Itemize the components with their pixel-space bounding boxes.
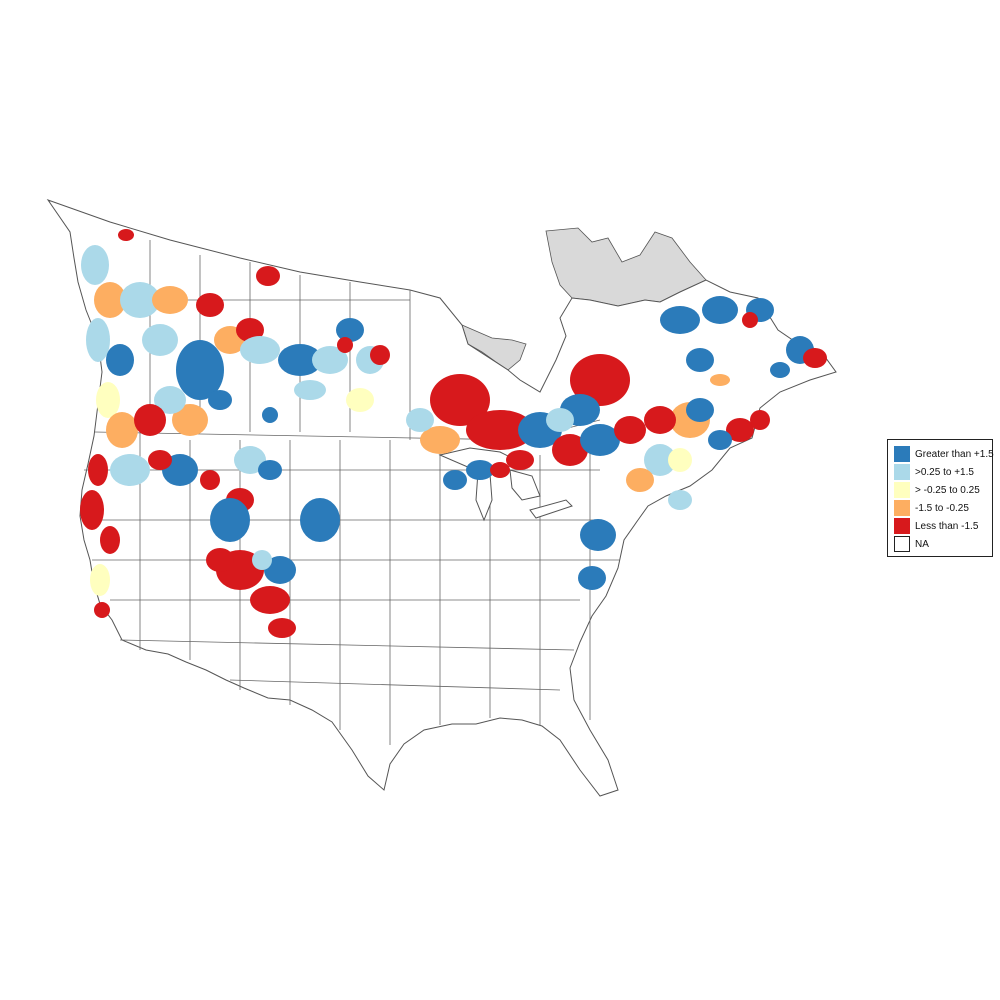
- legend-swatch: [894, 464, 910, 480]
- trend-patch: [346, 388, 374, 412]
- trend-patch: [240, 336, 280, 364]
- legend-item: >0.25 to +1.5: [894, 464, 974, 480]
- trend-patch: [580, 519, 616, 551]
- trend-patch: [154, 386, 186, 414]
- trend-patch: [337, 337, 353, 353]
- trend-patch: [142, 324, 178, 356]
- trend-patch: [578, 566, 606, 590]
- trend-patch: [626, 468, 654, 492]
- trend-patch: [490, 462, 510, 478]
- trend-patch: [106, 344, 134, 376]
- legend-label: Greater than +1.5: [915, 448, 994, 460]
- trend-patch: [726, 418, 754, 442]
- trend-patch: [134, 404, 166, 436]
- lake-huron: [509, 469, 541, 501]
- legend-item: -1.5 to -0.25: [894, 500, 969, 516]
- trend-patch: [702, 296, 738, 324]
- legend-label: -1.5 to -0.25: [915, 502, 969, 514]
- legend-swatch: [894, 446, 910, 462]
- trend-patch: [206, 548, 234, 572]
- trend-patch: [118, 229, 134, 241]
- trend-patch: [90, 564, 110, 596]
- trend-patch: [506, 450, 534, 470]
- trend-patch: [200, 470, 220, 490]
- trend-patch: [430, 374, 490, 426]
- trend-patch: [256, 266, 280, 286]
- trend-patch: [750, 410, 770, 430]
- legend-swatch: [894, 482, 910, 498]
- trend-patch: [196, 293, 224, 317]
- legend-swatch: [894, 500, 910, 516]
- trend-patch: [312, 346, 348, 374]
- trend-patch: [406, 408, 434, 432]
- trend-patch: [644, 406, 676, 434]
- trend-patch: [152, 286, 188, 314]
- trend-patch: [148, 450, 172, 470]
- trend-patch: [443, 470, 467, 490]
- lake-erie: [529, 499, 573, 519]
- trend-patch: [81, 245, 109, 285]
- trend-patch: [668, 448, 692, 472]
- trend-patch: [300, 498, 340, 542]
- trend-patch: [210, 498, 250, 542]
- trend-patch: [100, 526, 120, 554]
- trend-patch: [88, 454, 108, 486]
- trend-patch: [250, 586, 290, 614]
- legend-label: Less than -1.5: [915, 520, 979, 532]
- trend-patch: [234, 446, 266, 474]
- trend-patch: [420, 426, 460, 454]
- trend-patch: [86, 318, 110, 362]
- trend-patch: [264, 556, 296, 584]
- trend-patch: [96, 382, 120, 418]
- trend-patch: [580, 424, 620, 456]
- trend-patch: [803, 348, 827, 368]
- trend-patch: [176, 340, 224, 400]
- legend-swatch: [894, 518, 910, 534]
- trend-patch: [466, 460, 494, 480]
- trend-patch: [668, 490, 692, 510]
- trend-patch: [80, 490, 104, 530]
- trend-patch: [708, 430, 732, 450]
- trend-patch: [294, 380, 326, 400]
- trend-patch: [770, 362, 790, 378]
- trend-patch: [614, 416, 646, 444]
- trend-patch: [106, 412, 138, 448]
- legend-swatch: [894, 536, 910, 552]
- trend-patch: [278, 344, 322, 376]
- legend-item: Greater than +1.5: [894, 446, 994, 462]
- trend-patch: [546, 408, 574, 432]
- trend-patch: [686, 398, 714, 422]
- trend-patch: [644, 444, 676, 476]
- trend-patch: [258, 460, 282, 480]
- trend-patch: [252, 550, 272, 570]
- legend-label: NA: [915, 538, 929, 550]
- trend-patch: [570, 354, 630, 406]
- trend-patch: [110, 454, 150, 486]
- trend-patch: [710, 374, 730, 386]
- legend-item: > -0.25 to 0.25: [894, 482, 980, 498]
- trend-patch: [552, 434, 588, 466]
- trend-patch: [686, 348, 714, 372]
- legend-label: >0.25 to +1.5: [915, 466, 974, 478]
- trend-patch: [208, 390, 232, 410]
- legend: Greater than +1.5 >0.25 to +1.5 > -0.25 …: [887, 439, 994, 557]
- trend-patch: [268, 618, 296, 638]
- trend-patch: [370, 345, 390, 365]
- legend-item: NA: [894, 536, 929, 552]
- trend-patch: [236, 318, 264, 342]
- legend-label: > -0.25 to 0.25: [915, 484, 980, 496]
- legend-item: Less than -1.5: [894, 518, 978, 534]
- trend-patch: [466, 410, 534, 450]
- trend-patch: [94, 282, 126, 318]
- trend-patch: [660, 306, 700, 334]
- trend-patch: [742, 312, 758, 328]
- trend-patch: [120, 282, 160, 318]
- trend-patches: [80, 229, 827, 638]
- trend-patch: [94, 602, 110, 618]
- trend-patch: [172, 404, 208, 436]
- trend-patch: [336, 318, 364, 342]
- trend-patch: [262, 407, 278, 423]
